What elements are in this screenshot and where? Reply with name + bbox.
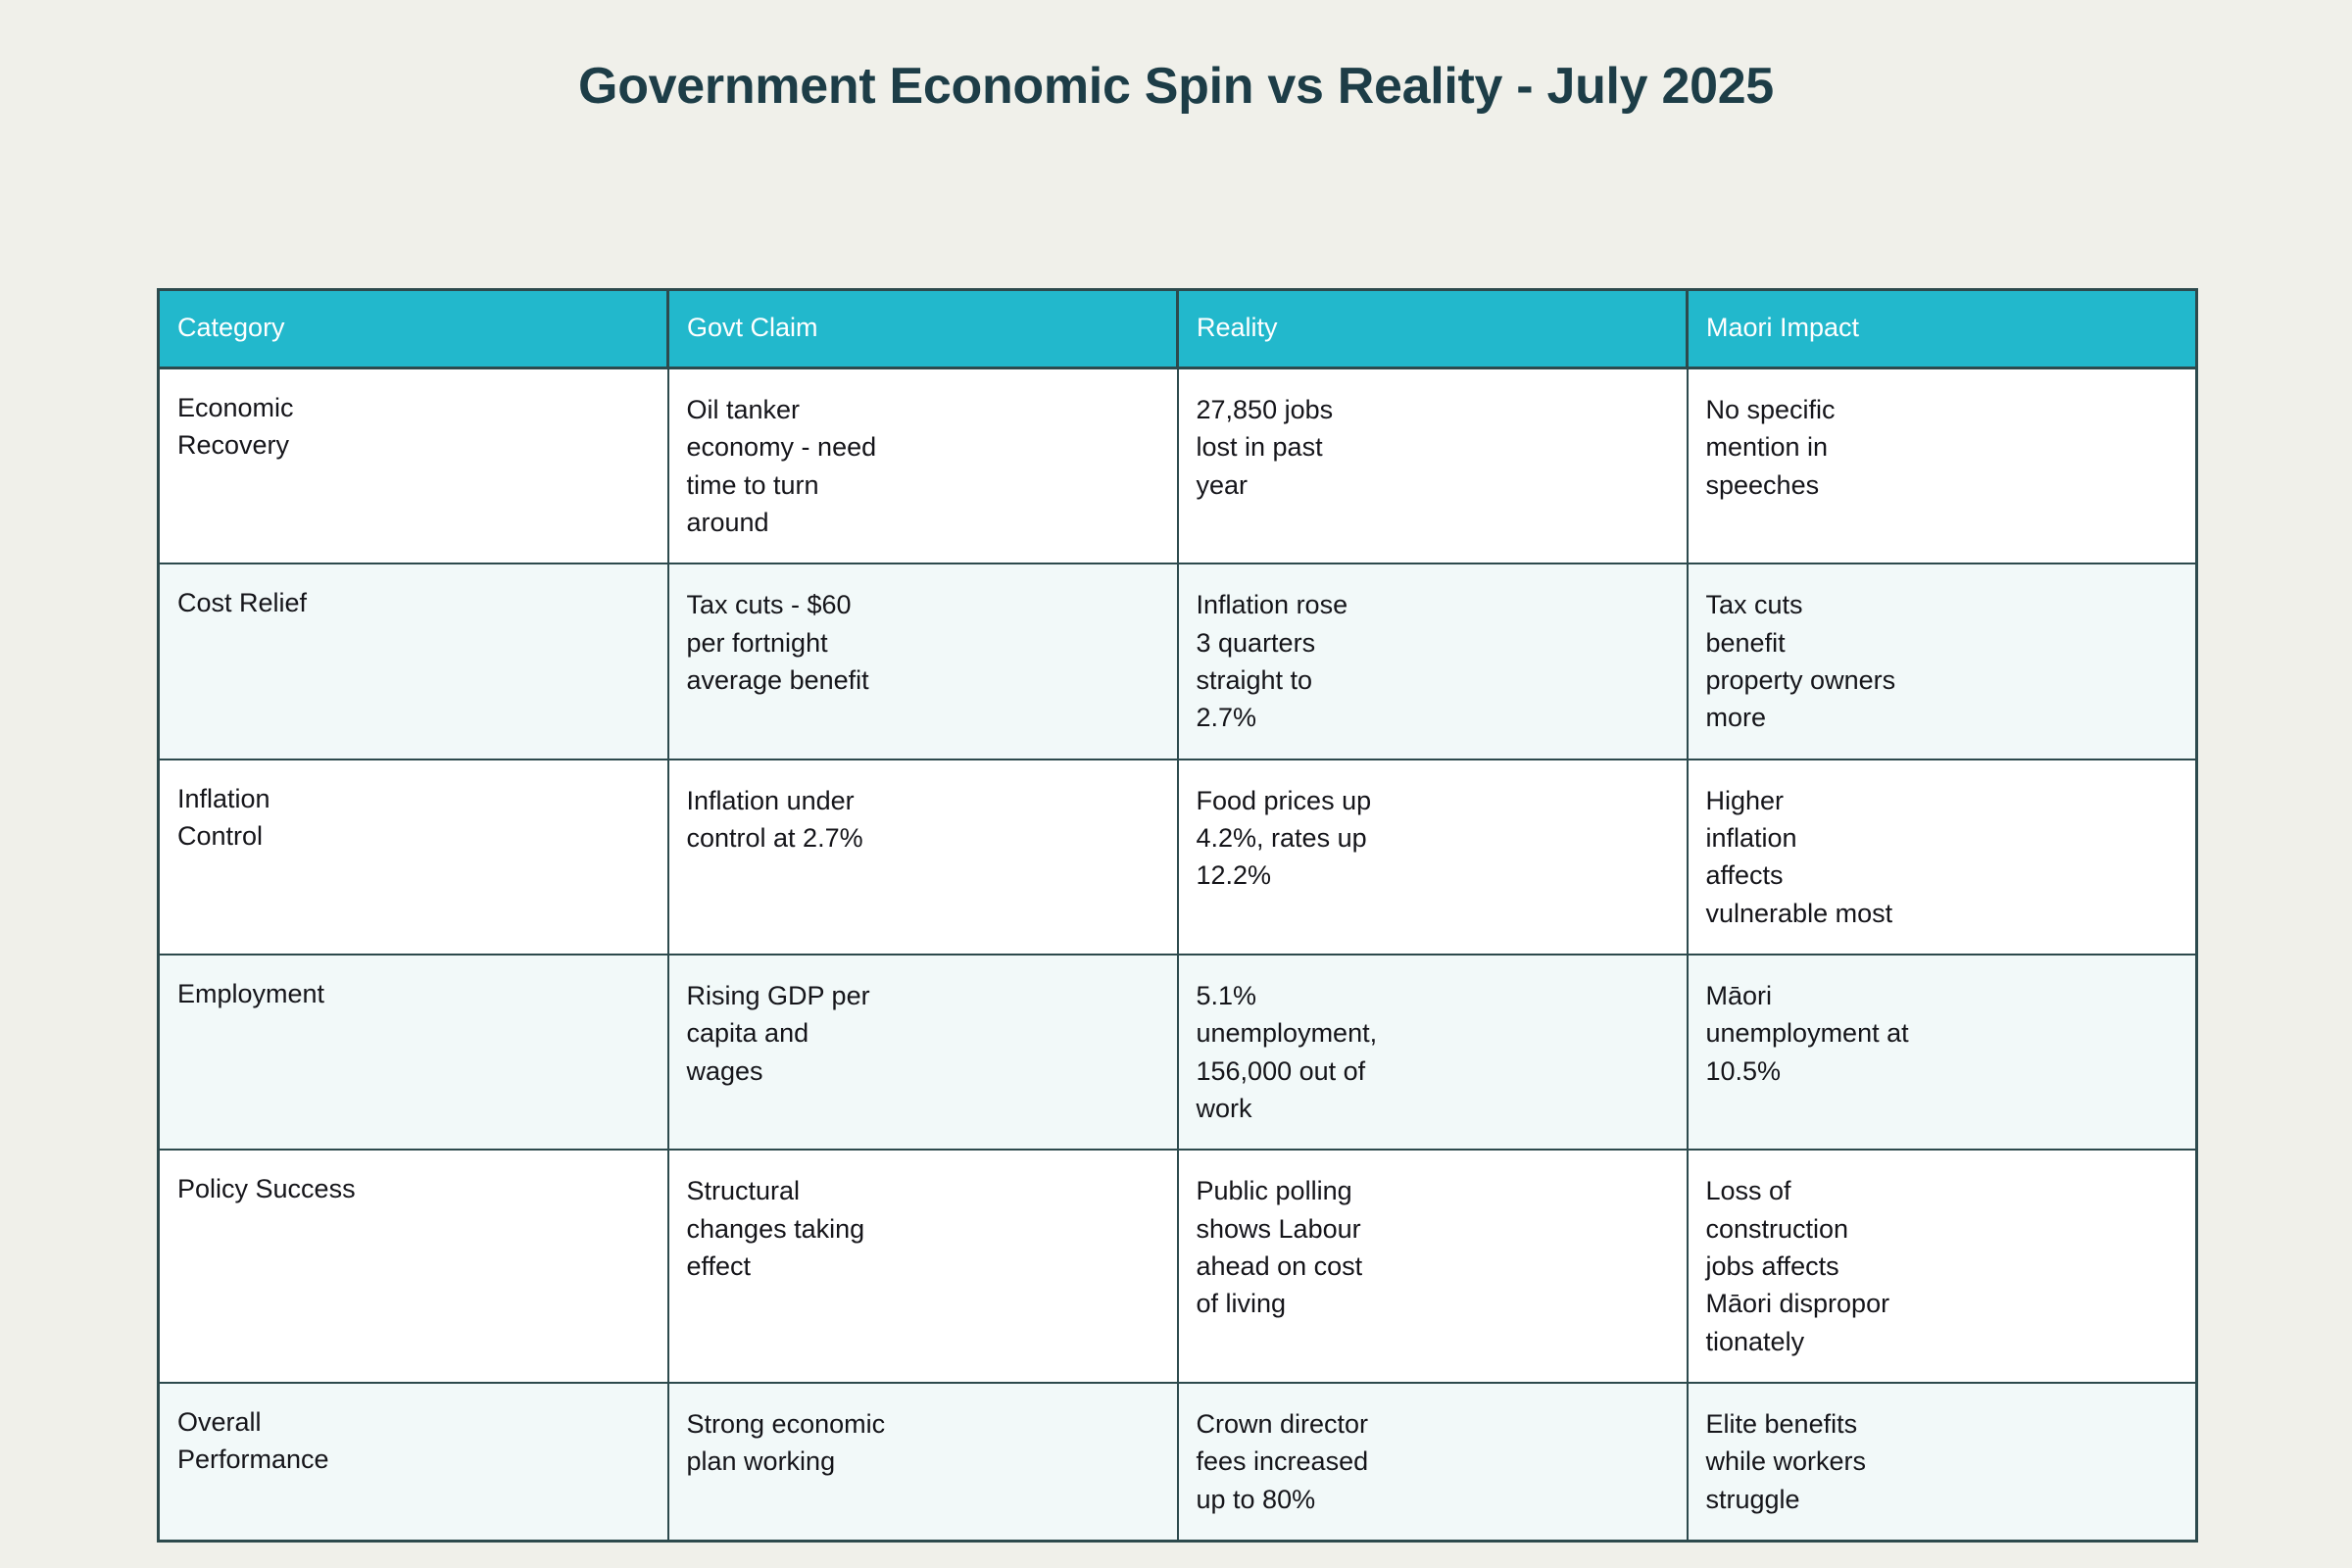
table-row: Inflation Control Inflation under contro…	[158, 759, 2197, 956]
cell-reality: Crown director fees increased up to 80%	[1177, 1382, 1689, 1542]
cell-govt-claim: Structural changes taking effect	[667, 1150, 1179, 1384]
table-header-row: Category Govt Claim Reality Maori Impact	[158, 289, 2197, 369]
cell-reality: 5.1% unemployment, 156,000 out of work	[1177, 954, 1689, 1152]
cell-govt-claim: Inflation under control at 2.7%	[667, 759, 1179, 956]
cell-govt-claim: Tax cuts - $60 per fortnight average ben…	[667, 564, 1179, 760]
column-header-maori-impact[interactable]: Maori Impact	[1687, 289, 2197, 369]
cell-category: Policy Success	[158, 1150, 669, 1384]
comparison-table: Category Govt Claim Reality Maori Impact…	[157, 288, 2198, 1543]
page-title: Government Economic Spin vs Reality - Ju…	[578, 58, 1774, 115]
cell-maori-impact: Tax cuts benefit property owners more	[1687, 564, 2197, 760]
cell-category: Employment	[158, 954, 669, 1152]
cell-category: Overall Performance	[158, 1382, 669, 1542]
table-row: Employment Rising GDP per capita and wag…	[158, 954, 2197, 1152]
column-header-govt-claim[interactable]: Govt Claim	[667, 289, 1179, 369]
cell-maori-impact: Higher inflation affects vulnerable most	[1687, 759, 2197, 956]
comparison-table-container: Category Govt Claim Reality Maori Impact…	[157, 288, 2198, 1543]
table-header: Category Govt Claim Reality Maori Impact	[158, 289, 2197, 369]
cell-reality: Public polling shows Labour ahead on cos…	[1177, 1150, 1689, 1384]
cell-govt-claim: Strong economic plan working	[667, 1382, 1179, 1542]
cell-reality: Inflation rose 3 quarters straight to 2.…	[1177, 564, 1689, 760]
table-row: Economic Recovery Oil tanker economy - n…	[158, 368, 2197, 565]
cell-category: Cost Relief	[158, 564, 669, 760]
cell-reality: 27,850 jobs lost in past year	[1177, 368, 1689, 565]
cell-category: Inflation Control	[158, 759, 669, 956]
cell-reality: Food prices up 4.2%, rates up 12.2%	[1177, 759, 1689, 956]
cell-govt-claim: Rising GDP per capita and wages	[667, 954, 1179, 1152]
cell-maori-impact: No specific mention in speeches	[1687, 368, 2197, 565]
column-header-reality[interactable]: Reality	[1177, 289, 1689, 369]
cell-category: Economic Recovery	[158, 368, 669, 565]
cell-govt-claim: Oil tanker economy - need time to turn a…	[667, 368, 1179, 565]
table-row: Policy Success Structural changes taking…	[158, 1150, 2197, 1384]
cell-maori-impact: Elite benefits while workers struggle	[1687, 1382, 2197, 1542]
table-body: Economic Recovery Oil tanker economy - n…	[158, 368, 2197, 1542]
table-row: Cost Relief Tax cuts - $60 per fortnight…	[158, 564, 2197, 760]
table-row: Overall Performance Strong economic plan…	[158, 1382, 2197, 1542]
column-header-category[interactable]: Category	[158, 289, 669, 369]
cell-maori-impact: Loss of construction jobs affects Māori …	[1687, 1150, 2197, 1384]
cell-maori-impact: Māori unemployment at 10.5%	[1687, 954, 2197, 1152]
